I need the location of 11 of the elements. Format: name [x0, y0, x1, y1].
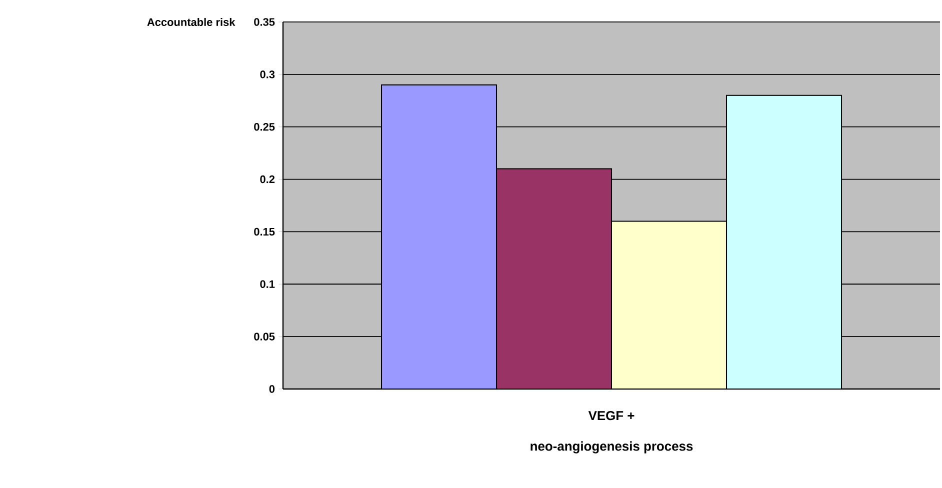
y-tick-label: 0: [269, 385, 275, 393]
y-tick-label: 0.05: [254, 332, 275, 340]
y-axis-title: Accountable risk: [147, 18, 236, 26]
y-tick-label: 0.15: [254, 228, 275, 236]
y-tick-label: 0.3: [260, 70, 275, 78]
y-tick-label: 0.1: [260, 280, 275, 288]
y-tick-label: 0.2: [260, 175, 275, 184]
y-tick-label: 0.35: [254, 18, 275, 26]
x-axis-title: neo-angiogenesis process: [530, 441, 693, 454]
y-tick-label: 0.25: [254, 122, 275, 131]
x-tick-label: VEGF +: [588, 411, 634, 420]
